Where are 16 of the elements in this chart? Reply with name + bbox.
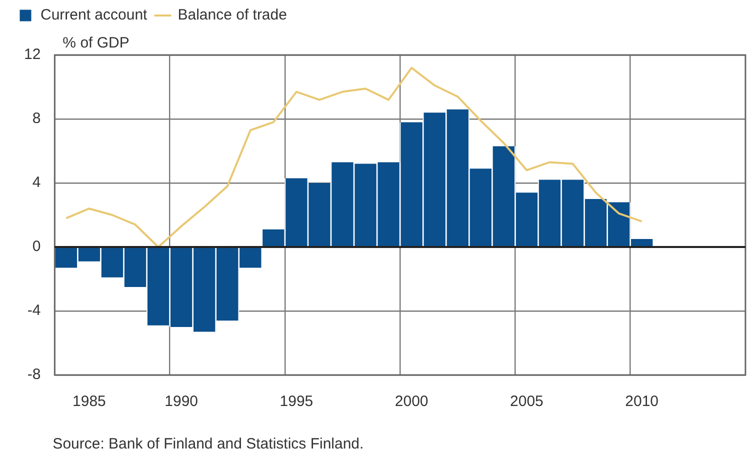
legend-label: Current account xyxy=(40,6,148,24)
legend-label: Balance of trade xyxy=(178,6,287,24)
source-note: Source: Bank of Finland and Statistics Finland. xyxy=(52,436,364,453)
x-tick-label: 1995 xyxy=(280,393,314,410)
y-tick-label: -8 xyxy=(27,366,41,384)
y-tick-label: 12 xyxy=(24,46,41,64)
y-tick-label: 8 xyxy=(32,110,41,128)
x-tick-label: 2000 xyxy=(394,393,428,410)
y-tick-label: -4 xyxy=(27,302,41,320)
x-tick-label: 2005 xyxy=(510,393,544,410)
y-tick-label: 4 xyxy=(32,174,41,192)
y-axis-title: % of GDP xyxy=(62,34,130,52)
x-tick-label: 1985 xyxy=(72,393,106,410)
x-tick-label: 2010 xyxy=(625,393,659,410)
y-tick-label: 0 xyxy=(32,238,41,256)
x-tick-label: 1990 xyxy=(164,393,198,410)
